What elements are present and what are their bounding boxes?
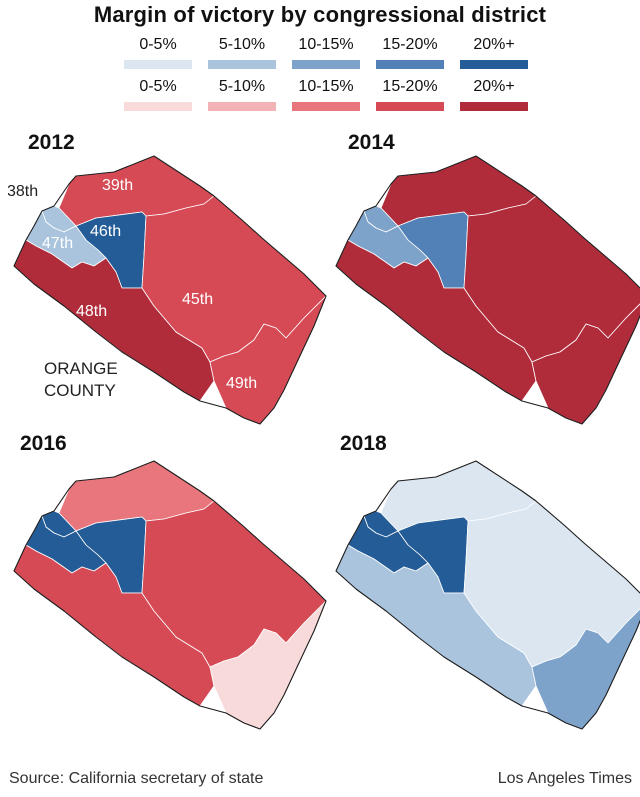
legend-item: 5-10% [204, 34, 280, 69]
chart-title: Margin of victory by congressional distr… [93, 2, 547, 27]
district-label-39: 39th [102, 177, 133, 194]
district-label-46: 46th [90, 223, 121, 240]
legend-label: 15-20% [382, 36, 438, 53]
legend-item: 0-5% [120, 76, 196, 111]
year-label-2016: 2016 [20, 432, 67, 455]
district-label-45: 45th [182, 291, 213, 308]
legend-dem: 0-5% 5-10% 10-15% 15-20% 20%+ [120, 34, 530, 78]
district-label-49: 49th [226, 375, 257, 392]
legend-swatch [460, 102, 528, 111]
district-label-48: 48th [76, 303, 107, 320]
map-2012: 38th 39th 46th 47th 48th 45th 49th [8, 155, 327, 425]
legend-item: 10-15% [288, 76, 364, 111]
county-label-line: ORANGE [44, 359, 118, 378]
legend-swatch [460, 60, 528, 69]
year-label-2018: 2018 [340, 432, 387, 455]
legend-swatch [376, 102, 444, 111]
legend-item: 10-15% [288, 34, 364, 69]
district-label-38: 38th [8, 183, 38, 200]
legend-item: 5-10% [204, 76, 280, 111]
source-note: Source: California secretary of state [9, 770, 264, 787]
year-label-2012: 2012 [28, 131, 75, 154]
legend-item: 15-20% [372, 34, 448, 69]
map-2016 [13, 460, 327, 730]
credit-note: Los Angeles Times [497, 770, 632, 787]
legend-item: 0-5% [120, 34, 196, 69]
district-label-47: 47th [42, 235, 73, 252]
legend-swatch [208, 102, 276, 111]
map-2018 [335, 460, 640, 730]
legend-swatch [208, 60, 276, 69]
legend-label: 10-15% [298, 78, 354, 95]
legend-item: 20%+ [456, 34, 532, 69]
county-label-line: COUNTY [44, 381, 116, 400]
legend-item: 15-20% [372, 76, 448, 111]
legend-swatch [124, 102, 192, 111]
legend-swatch [292, 102, 360, 111]
legend-swatch [376, 60, 444, 69]
legend-swatch [292, 60, 360, 69]
county-label: ORANGE COUNTY [44, 358, 118, 402]
legend-label: 5-10% [218, 78, 266, 95]
legend-label: 0-5% [139, 36, 177, 53]
legend-label: 0-5% [139, 78, 177, 95]
legend-item: 20%+ [456, 76, 532, 111]
legend-label: 20%+ [473, 78, 515, 95]
map-2014 [335, 155, 640, 425]
legend-label: 5-10% [218, 36, 266, 53]
legend-label: 10-15% [298, 36, 354, 53]
legend-label: 20%+ [473, 36, 515, 53]
legend-label: 15-20% [382, 78, 438, 95]
year-label-2014: 2014 [348, 131, 395, 154]
legend-swatch [124, 60, 192, 69]
legend-rep: 0-5% 5-10% 10-15% 15-20% 20%+ [120, 76, 530, 120]
